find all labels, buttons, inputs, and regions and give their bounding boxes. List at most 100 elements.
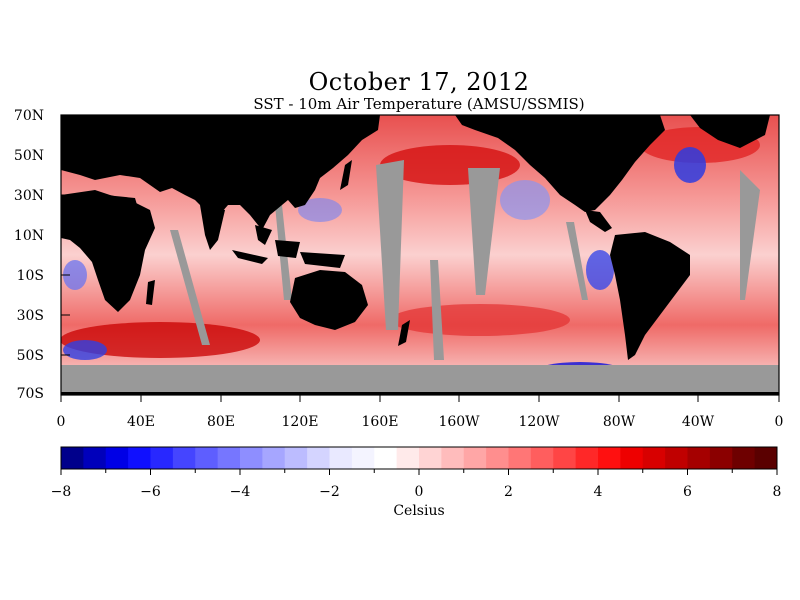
lon-label: 120W xyxy=(518,414,560,430)
new-zealand-landmass xyxy=(398,320,410,346)
map-subtitle: SST - 10m Air Temperature (AMSU/SSMIS) xyxy=(253,95,585,113)
lat-label: 30N xyxy=(14,188,44,204)
colorbar-swatch xyxy=(642,447,666,469)
lat-label: 30S xyxy=(17,308,44,324)
colorbar-unit-label: Celsius xyxy=(393,503,444,519)
madagascar-landmass xyxy=(146,280,155,305)
central-america-landmass xyxy=(585,210,612,232)
colorbar xyxy=(60,447,778,475)
no-data-swaths xyxy=(61,160,779,395)
california-cool-patch xyxy=(500,180,550,220)
colorbar-swatch xyxy=(262,447,286,469)
world-map xyxy=(61,115,779,395)
lat-label: 70N xyxy=(14,108,44,124)
longitude-ticks xyxy=(60,395,780,402)
antarctica-landmass xyxy=(61,392,779,395)
colorbar-swatch xyxy=(620,447,644,469)
no-data-swath xyxy=(468,168,500,295)
south-indian-warm-patch xyxy=(61,322,260,358)
no-data-swath xyxy=(430,260,444,360)
lon-label: 80W xyxy=(603,414,636,430)
south-china-sea-cool-patch xyxy=(298,198,342,222)
colorbar-tick-label: 4 xyxy=(594,484,603,500)
colorbar-swatch xyxy=(240,447,263,469)
lon-label: 120E xyxy=(282,414,319,430)
no-data-swath xyxy=(740,170,760,300)
colorbar-tick-label: 2 xyxy=(504,484,513,500)
labrador-cool-patch xyxy=(674,147,706,183)
colorbar-tick-label: 6 xyxy=(683,484,692,500)
colorbar-tick-label: 8 xyxy=(773,484,782,500)
colorbar-swatch xyxy=(217,447,241,469)
colorbar-swatch xyxy=(83,447,107,469)
colorbar-swatch xyxy=(351,447,375,469)
colorbar-swatch xyxy=(687,447,711,469)
colorbar-tick-label: −4 xyxy=(230,484,251,500)
colorbar-swatch xyxy=(709,447,733,469)
lon-label: 160W xyxy=(438,414,480,430)
lat-label: 10S xyxy=(17,268,44,284)
lon-label: 0 xyxy=(775,414,784,430)
colorbar-tick-label: −6 xyxy=(140,484,161,500)
lat-label: 70S xyxy=(17,386,44,402)
colorbar-swatch xyxy=(374,447,398,469)
colorbar-swatch xyxy=(307,447,331,469)
colorbar-swatch xyxy=(284,447,308,469)
south-america-landmass xyxy=(610,232,690,360)
colorbar-tick-label: −8 xyxy=(51,484,72,500)
colorbar-swatch xyxy=(172,447,196,469)
eurasia-landmass xyxy=(61,115,380,230)
map-frame xyxy=(60,114,780,396)
colorbar-swatch xyxy=(598,447,621,469)
colorbar-swatch xyxy=(396,447,420,469)
new-guinea-landmass xyxy=(300,252,345,268)
colorbar-swatch xyxy=(553,447,577,469)
no-data-swath xyxy=(170,230,210,345)
lon-label: 40W xyxy=(682,414,715,430)
south-atlantic-cool-patch xyxy=(63,340,107,360)
longitude-labels: 0 40E 80E 120E 160E 160W 120W 80W 40W 0 xyxy=(57,414,784,430)
colorbar-tick-label: 0 xyxy=(415,484,424,500)
lat-label: 50S xyxy=(17,348,44,364)
south-pacific-warm-patch xyxy=(390,304,570,336)
north-america-landmass xyxy=(455,115,665,212)
colorbar-frame xyxy=(60,446,778,470)
colorbar-swatch xyxy=(486,447,510,469)
colorbar-swatch xyxy=(150,447,174,469)
greenland-landmass xyxy=(690,115,770,148)
map-title: October 17, 2012 xyxy=(308,68,530,96)
no-data-swath xyxy=(566,222,588,300)
colorbar-swatch xyxy=(463,447,487,469)
lon-label: 40E xyxy=(127,414,155,430)
peru-cool-patch xyxy=(586,250,614,290)
latitude-labels: 70N 50N 30N 10N 10S 30S 50S 70S xyxy=(14,108,44,402)
colorbar-swatch xyxy=(329,447,353,469)
colorbar-swatch xyxy=(61,447,84,469)
colorbar-swatch xyxy=(508,447,532,469)
lat-label: 10N xyxy=(14,228,44,244)
colorbar-swatch xyxy=(575,447,599,469)
colorbar-swatch xyxy=(195,447,219,469)
lon-label: 0 xyxy=(57,414,66,430)
australia-landmass xyxy=(290,270,368,330)
land-masses xyxy=(61,115,779,395)
sumatra-java-landmass xyxy=(232,250,268,264)
colorbar-swatch xyxy=(732,447,756,469)
latitude-ticks xyxy=(61,114,70,396)
colorbar-tick-labels: −8 −6 −4 −2 0 2 4 6 8 xyxy=(51,484,782,500)
lon-label: 80E xyxy=(207,414,235,430)
india-landmass xyxy=(200,205,225,250)
colorbar-swatch xyxy=(754,447,778,469)
arabia-landmass xyxy=(105,195,140,225)
borneo-landmass xyxy=(275,240,300,258)
colorbar-swatch xyxy=(665,447,689,469)
lat-label: 50N xyxy=(14,148,44,164)
colorbar-tick-label: −2 xyxy=(319,484,340,500)
lon-label: 160E xyxy=(362,414,399,430)
antarctic-no-data xyxy=(61,365,779,395)
colorbar-swatch xyxy=(105,447,129,469)
colorbar-swatch xyxy=(530,447,554,469)
colorbar-swatch xyxy=(128,447,152,469)
colorbar-swatch xyxy=(419,447,442,469)
